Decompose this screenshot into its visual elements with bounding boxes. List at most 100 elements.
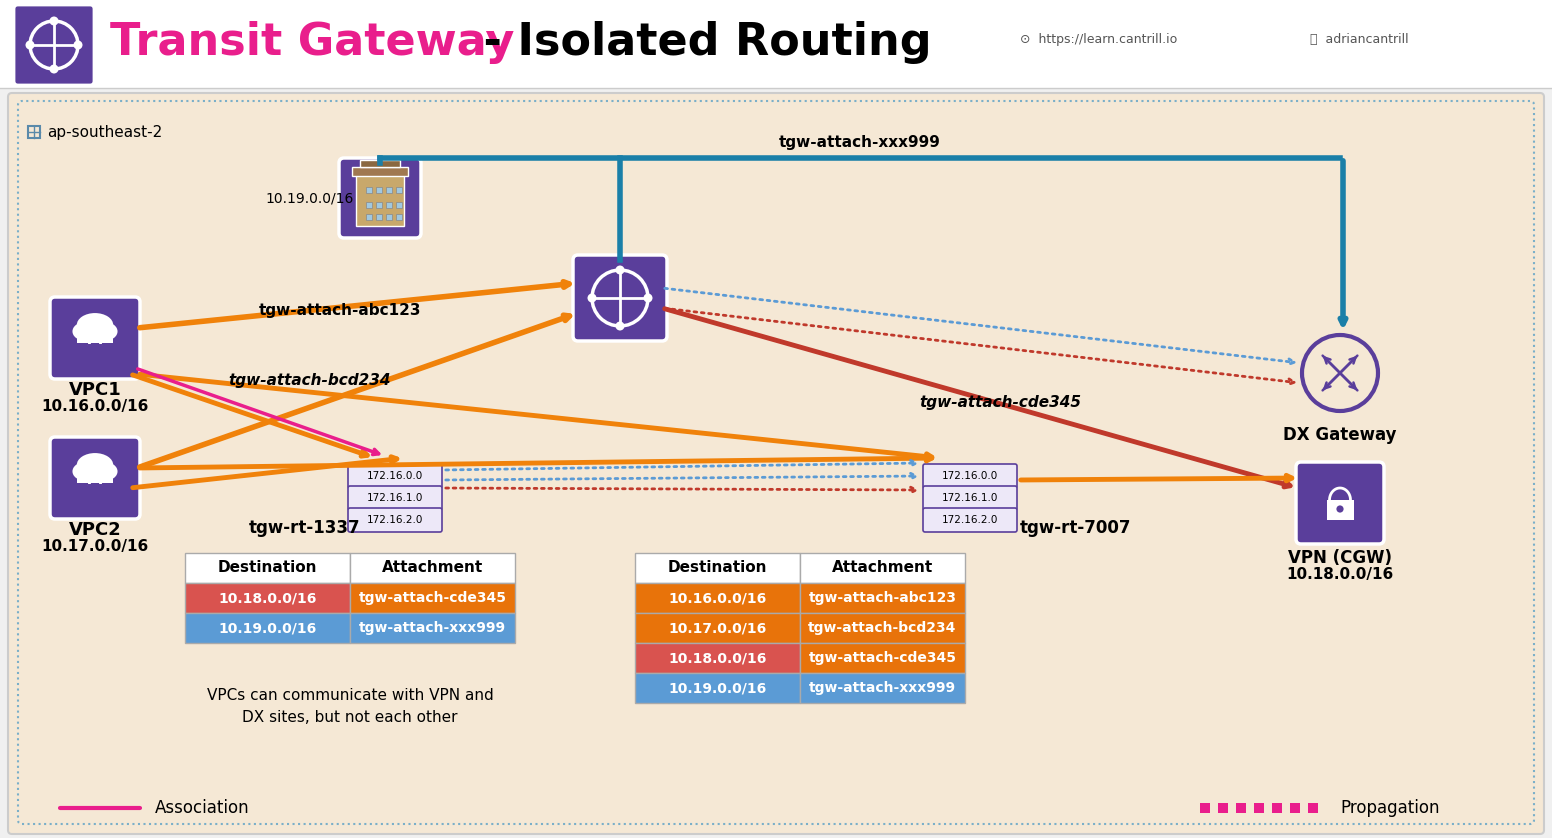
Text: tgw-attach-xxx999: tgw-attach-xxx999 (359, 621, 506, 635)
Ellipse shape (76, 453, 113, 477)
Bar (1218, 803, 1228, 813)
Bar (635, 553, 799, 583)
Bar (376, 214, 382, 220)
Text: Attachment: Attachment (832, 561, 933, 576)
Text: 10.16.0.0/16: 10.16.0.0/16 (669, 591, 767, 605)
Bar (0, 0, 1552, 88)
Text: 172.16.1.0: 172.16.1.0 (366, 493, 424, 503)
Text: ⊙  https://learn.cantrill.io: ⊙ https://learn.cantrill.io (1020, 34, 1178, 46)
Bar (351, 583, 515, 613)
Bar (76, 468, 113, 483)
FancyBboxPatch shape (348, 486, 442, 510)
Circle shape (644, 293, 652, 303)
Text: 10.16.0.0/16: 10.16.0.0/16 (42, 399, 149, 413)
Bar (635, 613, 799, 643)
Bar (352, 167, 408, 176)
FancyBboxPatch shape (923, 464, 1017, 488)
Bar (635, 583, 799, 613)
Text: tgw-attach-abc123: tgw-attach-abc123 (809, 591, 956, 605)
Bar (366, 187, 372, 193)
Text: 172.16.0.0: 172.16.0.0 (366, 471, 424, 481)
Text: tgw-attach-bcd234: tgw-attach-bcd234 (228, 373, 391, 387)
Bar (355, 174, 404, 226)
Bar (1235, 803, 1246, 813)
Circle shape (93, 487, 96, 491)
Circle shape (616, 266, 624, 275)
Text: ap-southeast-2: ap-southeast-2 (47, 125, 163, 139)
Bar (360, 160, 400, 167)
Text: Propagation: Propagation (1339, 799, 1440, 817)
Text: tgw-attach-bcd234: tgw-attach-bcd234 (809, 621, 956, 635)
Circle shape (616, 322, 624, 330)
FancyBboxPatch shape (50, 437, 140, 519)
Bar (386, 214, 393, 220)
Bar (376, 187, 382, 193)
Bar (1308, 803, 1318, 813)
Bar (28, 126, 40, 138)
FancyBboxPatch shape (573, 255, 667, 341)
Bar (351, 613, 515, 643)
Bar (88, 484, 102, 494)
Text: 172.16.2.0: 172.16.2.0 (942, 515, 998, 525)
Bar (799, 673, 965, 703)
Text: 10.19.0.0/16: 10.19.0.0/16 (219, 621, 317, 635)
Text: tgw-rt-1337: tgw-rt-1337 (250, 519, 360, 537)
Text: VPN (CGW): VPN (CGW) (1288, 549, 1392, 567)
Circle shape (50, 65, 59, 74)
Text: VPC1: VPC1 (68, 381, 121, 399)
Ellipse shape (73, 463, 96, 480)
Text: tgw-rt-7007: tgw-rt-7007 (1020, 519, 1131, 537)
Ellipse shape (93, 323, 118, 340)
Text: Attachment: Attachment (382, 561, 483, 576)
Bar (351, 553, 515, 583)
FancyBboxPatch shape (1296, 462, 1384, 544)
Text: tgw-attach-xxx999: tgw-attach-xxx999 (779, 136, 941, 151)
Bar (1273, 803, 1282, 813)
FancyBboxPatch shape (338, 158, 421, 238)
FancyBboxPatch shape (923, 486, 1017, 510)
Bar (366, 214, 372, 220)
Text: Destination: Destination (217, 561, 317, 576)
Circle shape (50, 17, 59, 25)
Bar (1327, 500, 1353, 520)
Text: Destination: Destination (667, 561, 767, 576)
Ellipse shape (76, 313, 113, 337)
Text: 10.18.0.0/16: 10.18.0.0/16 (219, 591, 317, 605)
Text: tgw-attach-cde345: tgw-attach-cde345 (809, 651, 956, 665)
Bar (799, 583, 965, 613)
Bar (1200, 803, 1211, 813)
Bar (185, 553, 351, 583)
Circle shape (93, 347, 96, 351)
Circle shape (1336, 505, 1344, 513)
Text: 10.18.0.0/16: 10.18.0.0/16 (1287, 566, 1394, 582)
Bar (799, 553, 965, 583)
Circle shape (588, 293, 596, 303)
Bar (1254, 803, 1263, 813)
Bar (386, 202, 393, 208)
Text: 10.19.0.0/16: 10.19.0.0/16 (669, 681, 767, 695)
Text: 10.18.0.0/16: 10.18.0.0/16 (669, 651, 767, 665)
Text: 10.19.0.0/16: 10.19.0.0/16 (265, 191, 354, 205)
Bar (185, 583, 351, 613)
Bar (635, 643, 799, 673)
Bar (396, 202, 402, 208)
Text: 10.17.0.0/16: 10.17.0.0/16 (42, 539, 149, 554)
Bar (386, 187, 393, 193)
Text: tgw-attach-cde345: tgw-attach-cde345 (919, 396, 1082, 411)
Text: 172.16.1.0: 172.16.1.0 (942, 493, 998, 503)
Text: 172.16.2.0: 172.16.2.0 (366, 515, 424, 525)
Bar (635, 673, 799, 703)
Text: DX Gateway: DX Gateway (1284, 426, 1397, 444)
Text: 🐦  adriancantrill: 🐦 adriancantrill (1310, 34, 1409, 46)
FancyBboxPatch shape (14, 5, 95, 85)
Bar (1290, 803, 1301, 813)
Text: Transit Gateway: Transit Gateway (110, 22, 514, 65)
Bar (396, 187, 402, 193)
Text: tgw-attach-cde345: tgw-attach-cde345 (359, 591, 506, 605)
Text: 10.17.0.0/16: 10.17.0.0/16 (669, 621, 767, 635)
FancyBboxPatch shape (50, 297, 140, 379)
Bar (366, 202, 372, 208)
FancyBboxPatch shape (348, 508, 442, 532)
FancyBboxPatch shape (8, 93, 1544, 834)
Text: Association: Association (155, 799, 250, 817)
